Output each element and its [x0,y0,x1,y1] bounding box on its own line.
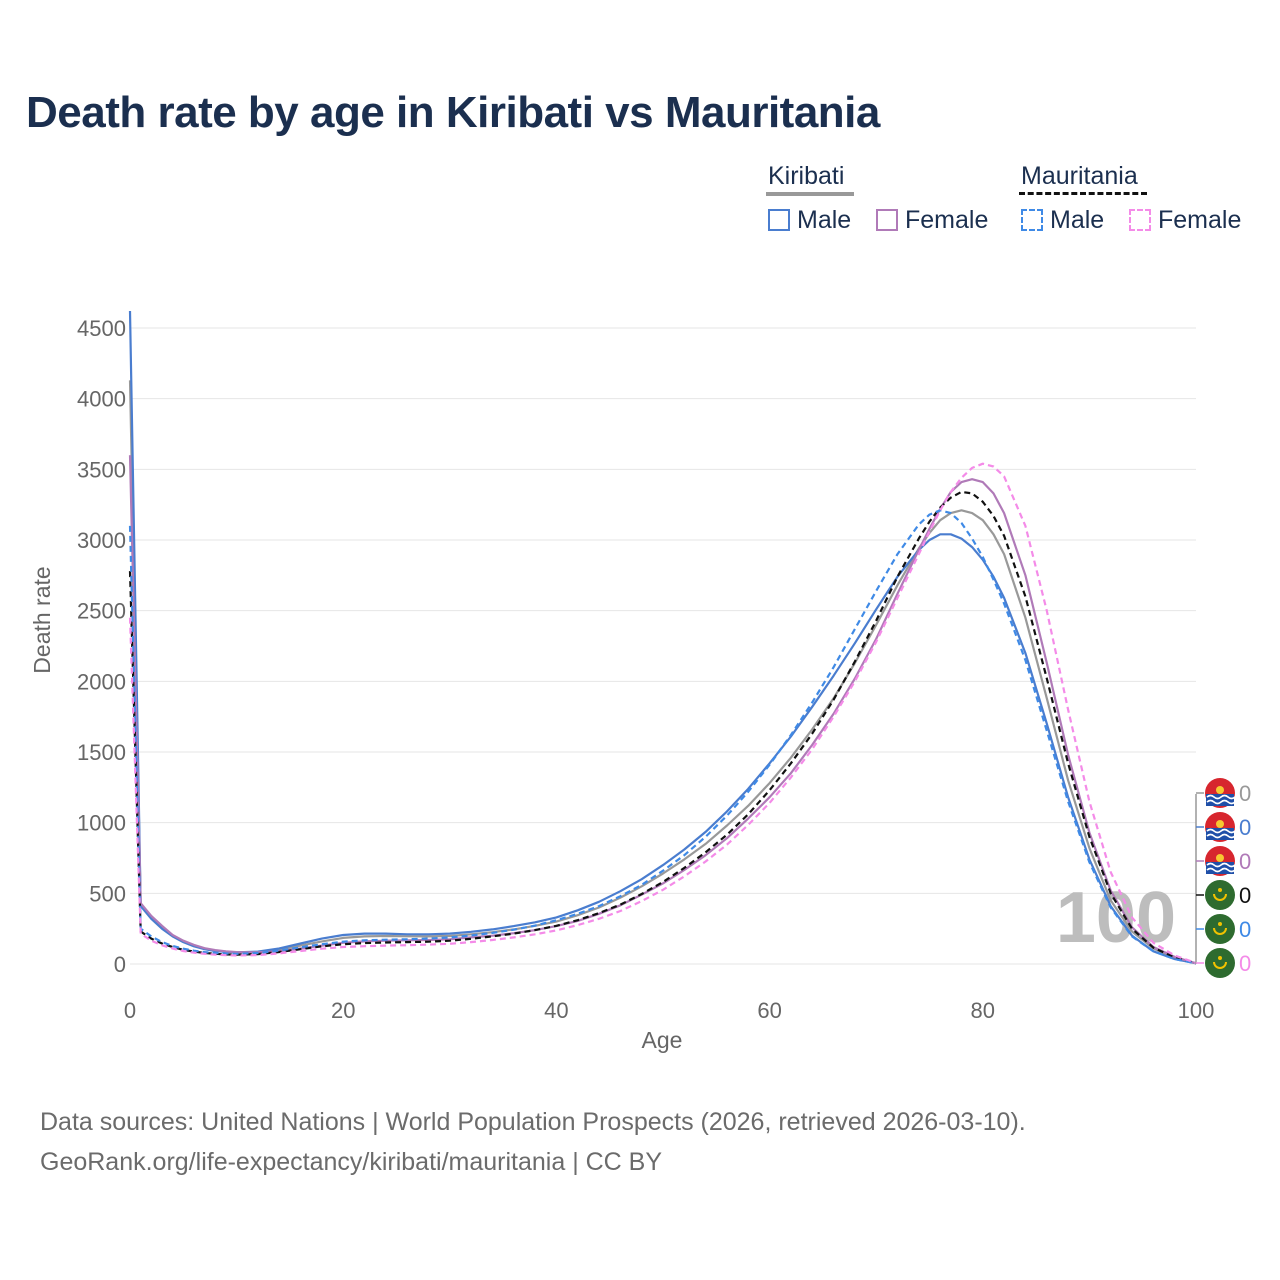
end-marker-2-flag-sun [1216,854,1224,862]
end-marker-1-flag-wave-1 [1206,828,1236,834]
y-tick-1500: 1500 [77,740,126,765]
end-marker-1-flag-wave-2 [1206,833,1236,839]
series-lines [128,310,1197,965]
legend-mauritania-female[interactable]: Female [1129,205,1241,235]
series-line-kiribati-male [128,310,1197,965]
legend-group-kiribati[interactable]: Kiribati [768,162,845,190]
end-marker-0-flag-sun [1216,786,1224,794]
y-axis-ticks: 0 500 1000 1500 2000 2500 3000 3500 4000 4500 [77,316,126,977]
y-tick-3000: 3000 [77,528,126,553]
end-marker-1-value: 0 [1239,815,1251,840]
end-value-markers: 0 0 0 0 0 0 [1195,778,1251,978]
legend-group-mauritania[interactable]: Mauritania [1021,162,1138,190]
y-tick-1000: 1000 [77,811,126,836]
end-marker-4-flag-mauritania [1205,914,1235,944]
series-line-kiribati-female [128,455,1197,965]
footer-sources: Data sources: United Nations | World Pop… [40,1108,1026,1136]
x-tick-20: 20 [331,998,355,1023]
year-annotation: 100 [1056,878,1176,958]
legend-mauritania-line [1019,192,1147,195]
end-marker-5-flag-crescent [1213,961,1227,969]
legend-swatch-mauritania-female [1129,209,1151,231]
x-axis-title: Age [642,1027,683,1053]
legend-label-mauritania-male: Male [1050,205,1105,234]
end-marker-5-value: 0 [1239,951,1251,976]
x-tick-40: 40 [544,998,568,1023]
end-marker-2-flag-wave-1 [1206,862,1236,868]
legend-swatch-kiribati-female [876,209,898,231]
end-marker-2-value: 0 [1239,849,1251,874]
series-line-mauritania-male [128,509,1197,965]
end-marker-2-flag-wave-2 [1206,867,1236,873]
x-tick-60: 60 [757,998,781,1023]
y-tick-4500: 4500 [77,316,126,341]
legend-kiribati-female[interactable]: Female [876,205,988,235]
legend-kiribati-male[interactable]: Male [768,205,851,235]
end-marker-0-value: 0 [1239,781,1251,806]
footer-attribution[interactable]: GeoRank.org/life-expectancy/kiribati/mau… [40,1148,663,1176]
y-tick-500: 500 [89,881,126,906]
end-marker-0-flag-wave-2 [1206,799,1236,805]
end-marker-3-flag-crescent [1213,893,1227,901]
x-tick-100: 100 [1178,998,1215,1023]
series-line-kiribati-total [128,380,1197,965]
end-marker-3-flag-mauritania [1205,880,1235,910]
y-tick-4000: 4000 [77,387,126,412]
end-marker-3-value: 0 [1239,883,1251,908]
legend-label-mauritania-female: Female [1158,205,1242,234]
end-marker-1-flag-sun [1216,820,1224,828]
legend-swatch-mauritania-male [1021,209,1043,231]
end-marker-5-flag-star [1218,956,1222,960]
chart-title: Death rate by age in Kiribati vs Maurita… [26,88,880,137]
end-marker-4-value: 0 [1239,917,1251,942]
x-tick-80: 80 [971,998,995,1023]
legend-kiribati-line [766,192,854,196]
end-marker-0-flag-wave-1 [1206,794,1236,800]
y-tick-0: 0 [114,952,126,977]
series-line-mauritania-female [128,462,1197,964]
x-axis-ticks: 0 20 40 60 80 100 [124,998,1214,1023]
end-marker-5-flag-mauritania [1205,948,1235,978]
end-marker-4-flag-star [1218,922,1222,926]
end-marker-3-flag-star [1218,888,1222,892]
y-tick-3500: 3500 [77,457,126,482]
series-line-mauritania-total [128,490,1197,965]
legend-mauritania-male[interactable]: Male [1021,205,1104,235]
legend-label-kiribati-female: Female [905,205,989,234]
x-tick-0: 0 [124,998,136,1023]
legend-swatch-kiribati-male [768,209,790,231]
legend-label-kiribati-male: Male [797,205,852,234]
y-tick-2000: 2000 [77,669,126,694]
grid-lines [130,327,1196,965]
y-tick-2500: 2500 [77,599,126,624]
y-axis-title: Death rate [29,566,55,673]
end-marker-4-flag-crescent [1213,927,1227,935]
